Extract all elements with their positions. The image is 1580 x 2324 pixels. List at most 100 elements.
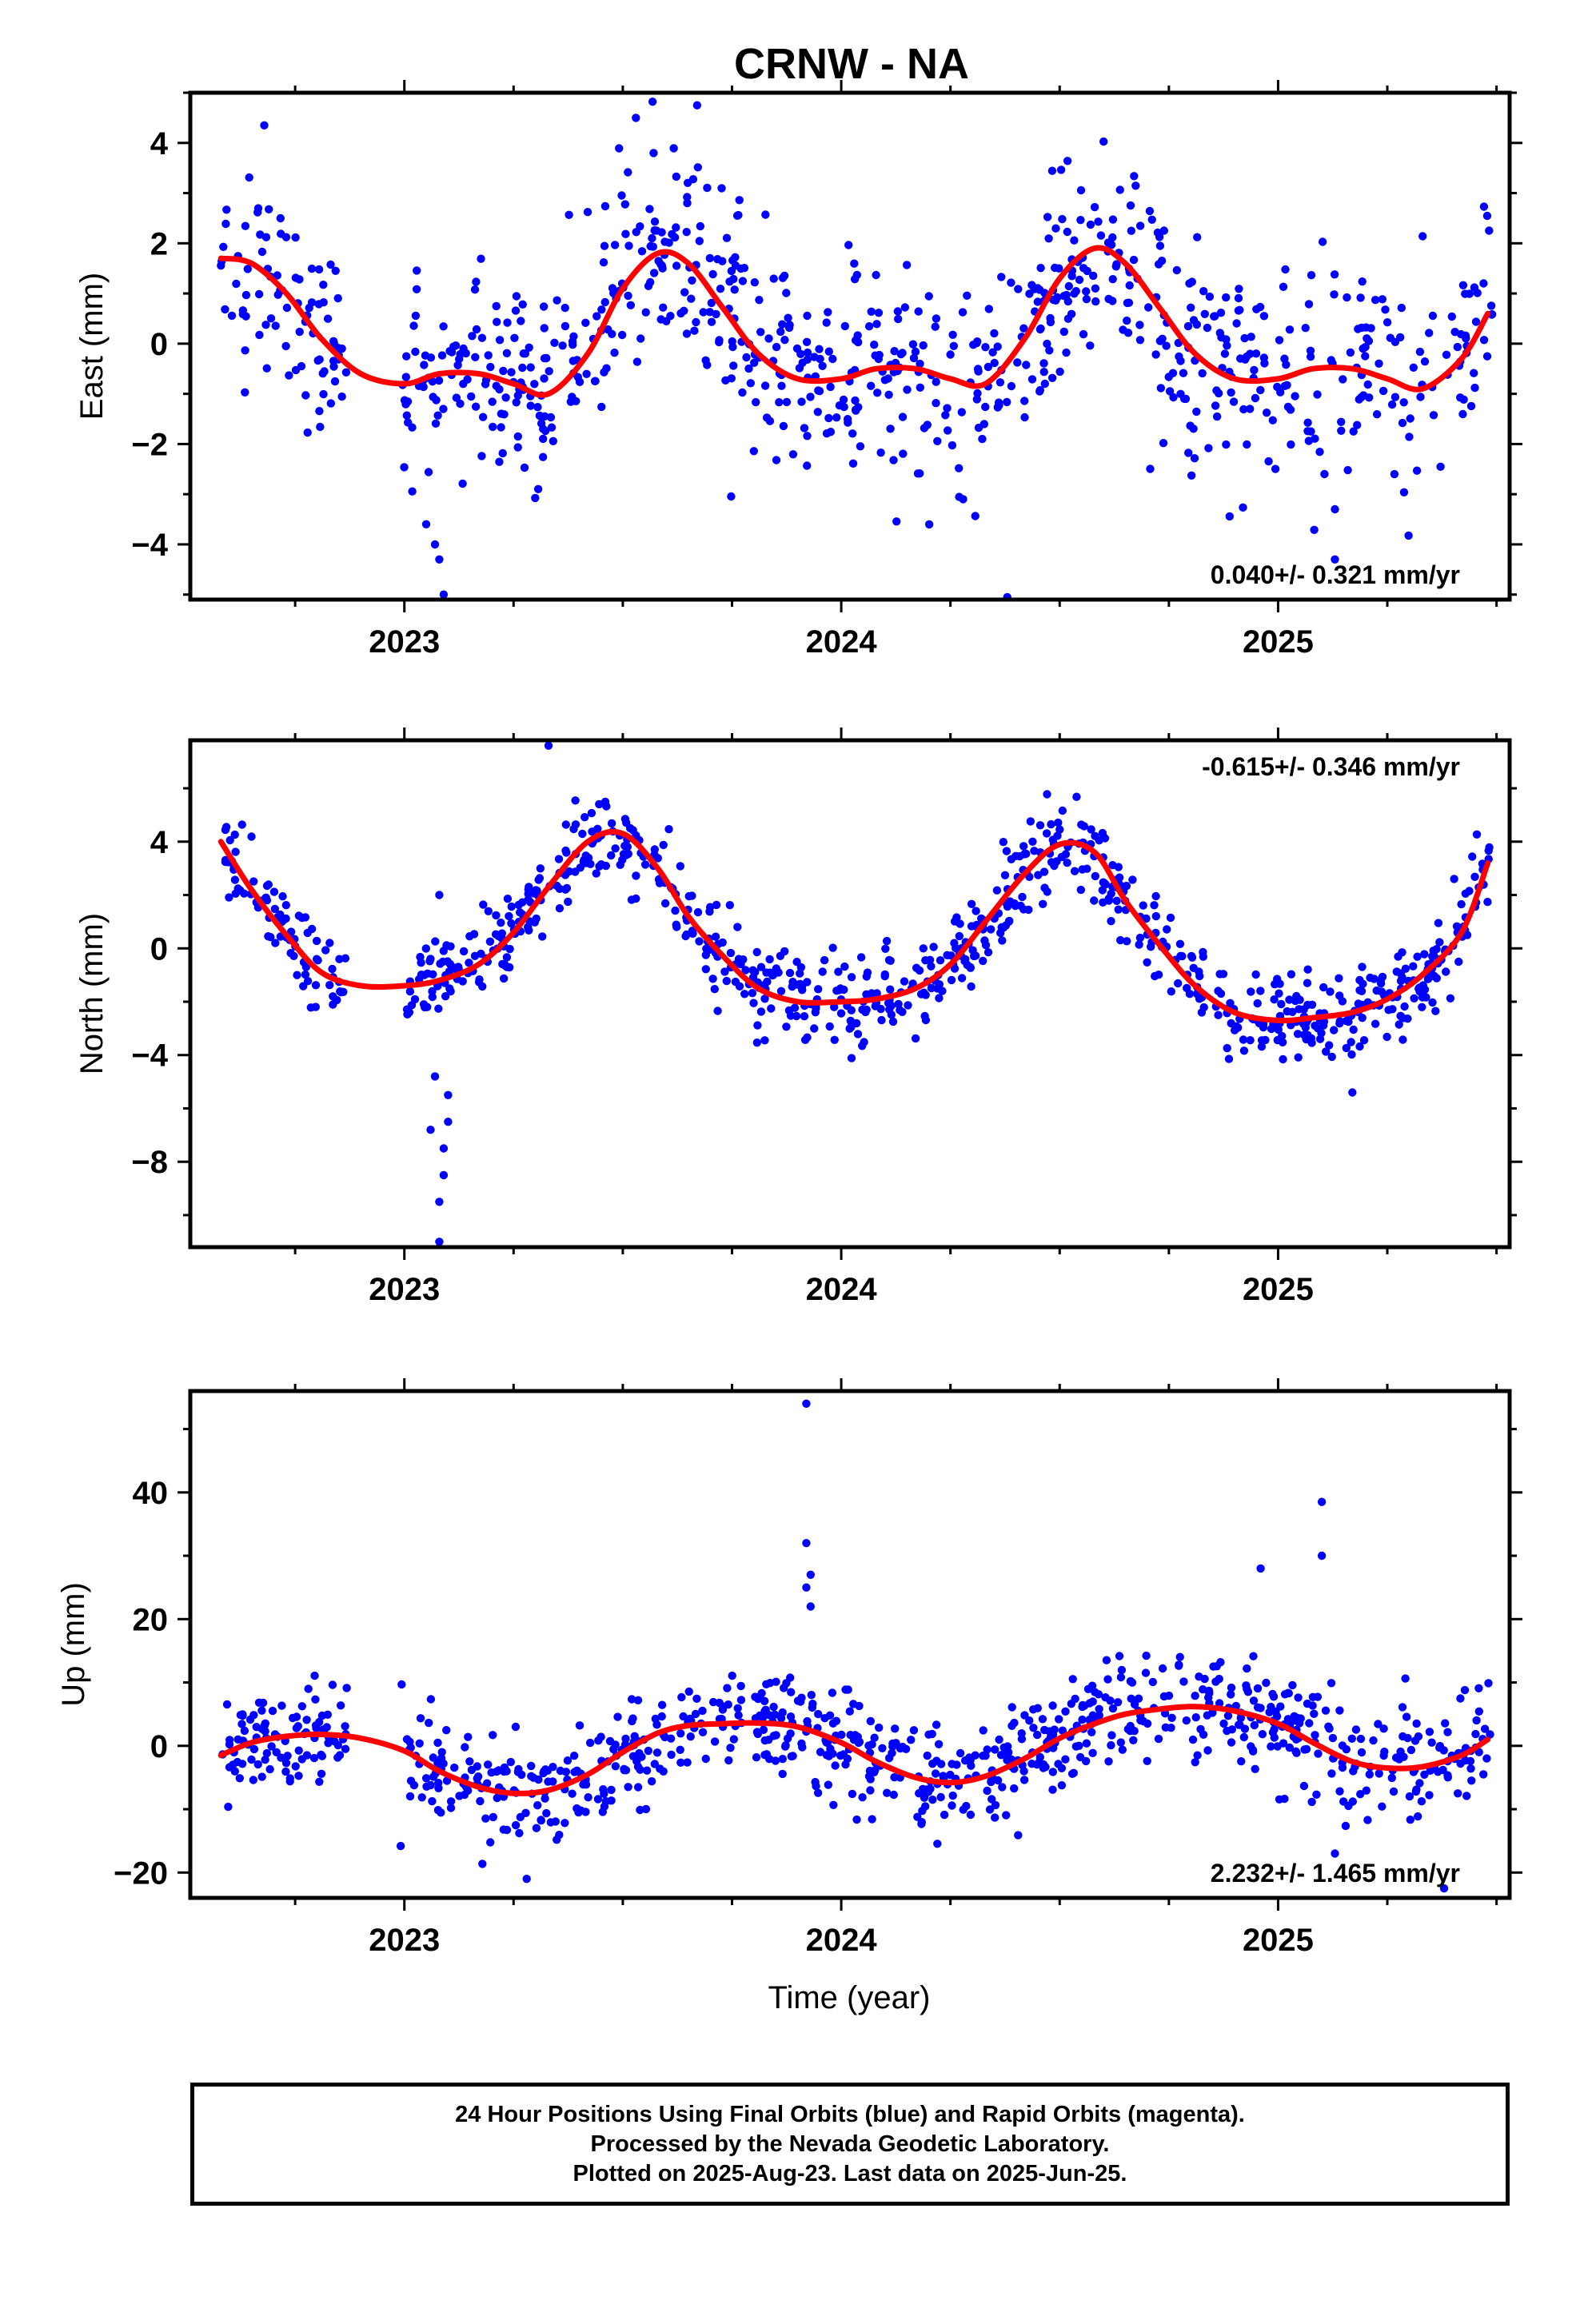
data-point [616, 860, 624, 870]
data-point [1285, 325, 1295, 334]
data-point [993, 403, 1003, 412]
data-point [1047, 373, 1057, 382]
outlier-point [435, 1238, 444, 1246]
data-point [408, 487, 417, 496]
data-point [772, 342, 781, 352]
data-point [341, 1744, 350, 1753]
data-point [659, 840, 668, 850]
data-point [822, 1751, 832, 1760]
data-point [769, 1702, 778, 1712]
data-point [1183, 321, 1193, 331]
data-point [1055, 367, 1064, 377]
data-point [1271, 464, 1280, 473]
data-point [971, 512, 980, 520]
data-point [1303, 979, 1312, 987]
data-point [672, 261, 681, 270]
data-point [1304, 300, 1314, 309]
data-point [983, 1745, 991, 1754]
data-point [664, 238, 673, 247]
data-point [1304, 436, 1314, 445]
data-point [1247, 333, 1255, 341]
data-point [1415, 1779, 1424, 1788]
data-point [1091, 831, 1099, 841]
data-point [786, 1712, 796, 1721]
data-point [854, 403, 863, 412]
data-point [780, 336, 789, 345]
data-point [871, 1002, 880, 1011]
data-point [1176, 357, 1185, 365]
data-point [1357, 323, 1367, 333]
data-point [1412, 466, 1422, 475]
data-point [983, 1786, 991, 1796]
data-point [1305, 1719, 1314, 1728]
data-point [1192, 407, 1201, 417]
data-point [533, 484, 543, 493]
data-point [993, 342, 1002, 351]
data-point [1431, 1007, 1440, 1015]
data-point [883, 1788, 892, 1797]
data-point [646, 277, 655, 287]
data-point [783, 1734, 792, 1743]
data-point [765, 955, 774, 964]
data-point [891, 1724, 900, 1733]
data-point [1146, 464, 1155, 473]
data-point [518, 300, 527, 309]
data-point [1255, 302, 1265, 312]
data-point [741, 966, 750, 975]
data-point [1187, 471, 1196, 480]
data-point [1398, 1703, 1407, 1712]
data-point [760, 995, 769, 1003]
data-point [1135, 336, 1145, 345]
data-point [652, 1720, 661, 1729]
data-point [1165, 387, 1175, 396]
data-point [1007, 381, 1016, 391]
data-point [1314, 1749, 1323, 1758]
data-point [498, 448, 507, 458]
data-point [565, 210, 573, 219]
data-point [257, 1772, 266, 1781]
data-point [998, 936, 1007, 945]
data-point [1211, 401, 1220, 410]
data-point [1470, 383, 1479, 393]
data-point [1479, 279, 1488, 288]
data-point [948, 1791, 957, 1800]
data-point [1307, 1797, 1316, 1807]
data-point [1358, 277, 1367, 286]
data-point [546, 1818, 555, 1827]
data-point [538, 932, 547, 941]
data-point [526, 401, 535, 410]
data-point [796, 963, 806, 972]
data-point [547, 423, 557, 432]
data-point [1048, 1768, 1058, 1776]
data-point [429, 393, 437, 401]
data-point [1247, 987, 1255, 996]
data-point [1384, 1006, 1393, 1015]
data-point [497, 409, 506, 418]
data-point [1063, 227, 1072, 237]
data-point [860, 1038, 868, 1046]
data-point [1412, 1785, 1421, 1794]
data-point [650, 217, 660, 226]
data-point [1187, 951, 1196, 961]
data-point [1441, 1719, 1450, 1728]
data-point [623, 843, 632, 851]
data-point [1291, 392, 1299, 401]
data-point [690, 326, 699, 335]
data-point [780, 1742, 790, 1751]
data-point [1063, 314, 1073, 323]
data-point [533, 403, 542, 412]
data-point [814, 386, 823, 395]
data-point [1406, 1816, 1415, 1824]
data-point [1038, 1715, 1047, 1724]
data-point [642, 1766, 652, 1775]
data-point [898, 349, 907, 357]
data-point [790, 1003, 800, 1012]
data-point [810, 353, 819, 361]
data-point [898, 413, 908, 421]
data-point [764, 334, 773, 343]
data-point [803, 311, 812, 321]
data-point [1243, 1688, 1253, 1696]
data-point [236, 1711, 245, 1720]
data-point [1279, 1054, 1287, 1064]
